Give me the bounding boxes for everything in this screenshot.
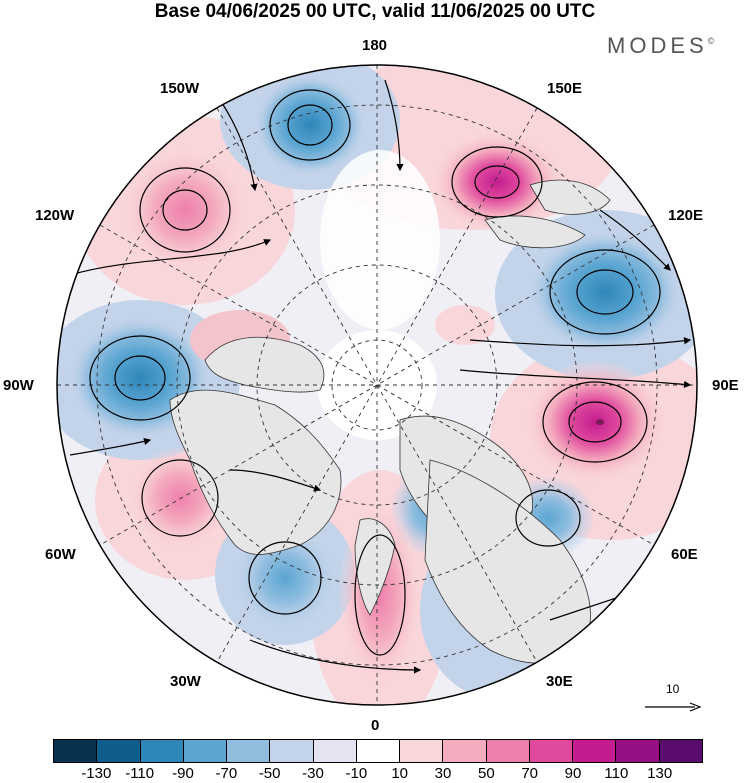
colorbar-tick-label: -30 [302, 765, 324, 782]
longitude-label-60e: 60E [671, 546, 698, 563]
longitude-label-120e: 120E [668, 207, 704, 224]
colorbar-segment [529, 740, 574, 762]
polar-stereographic-map [56, 64, 698, 706]
longitude-label-180: 180 [362, 37, 388, 54]
colorbar-segment [140, 740, 184, 762]
anomaly-field [57, 65, 697, 705]
colorbar-tick-label: 70 [521, 765, 538, 782]
longitude-label-0: 0 [371, 717, 380, 734]
colorbar-segment [486, 740, 530, 762]
map-boundary [56, 64, 698, 706]
colorbar-tick-label: 110 [604, 765, 629, 782]
colorbar-tick-label: 50 [477, 765, 495, 782]
map-title: Base 04/06/2025 00 UTC, valid 11/06/2025… [154, 1, 596, 22]
colorbar-segment [97, 740, 141, 762]
colorbar-tick-label: -130 [81, 765, 112, 782]
colorbar-segment [616, 740, 660, 762]
longitude-label-150e: 150E [547, 80, 583, 97]
colorbar [53, 739, 703, 763]
longitude-label-90w: 90W [3, 377, 34, 394]
colorbar-segment [573, 740, 617, 762]
reference-vector-value: 10 [666, 682, 680, 696]
longitude-label-120w: 120W [35, 207, 75, 224]
colorbar-segment [183, 740, 228, 762]
longitude-label-90e: 90E [712, 377, 739, 394]
colorbar-tick-label: -70 [215, 765, 238, 782]
longitude-label-150w: 150W [160, 80, 200, 97]
colorbar-segment [400, 740, 444, 762]
modes-logo: MODES© [607, 33, 715, 58]
colorbar-tick-label: -90 [172, 765, 194, 782]
colorbar-tick-label: -10 [345, 765, 368, 782]
colorbar-tick-label: 10 [391, 765, 408, 782]
longitude-label-30w: 30W [170, 673, 201, 690]
colorbar-tick-label: 90 [564, 765, 582, 782]
colorbar-tick-label: 130 [647, 765, 673, 782]
colorbar-tick-label: 30 [434, 765, 452, 782]
longitude-label-30e: 30E [546, 673, 573, 690]
longitude-label-60w: 60W [45, 546, 76, 563]
colorbar-tick-label: -110 [125, 765, 155, 782]
colorbar-segment [313, 740, 357, 762]
colorbar-segment [659, 740, 702, 762]
wind-vectors [69, 79, 692, 674]
reference-vector-arrow [645, 702, 701, 712]
colorbar-segment [54, 740, 98, 762]
colorbar-segment [270, 740, 314, 762]
colorbar-segment [443, 740, 487, 762]
colorbar-tick-label: -50 [258, 765, 281, 782]
anomaly-centers [596, 419, 604, 425]
colorbar-segment [356, 740, 401, 762]
colorbar-segment [227, 740, 271, 762]
